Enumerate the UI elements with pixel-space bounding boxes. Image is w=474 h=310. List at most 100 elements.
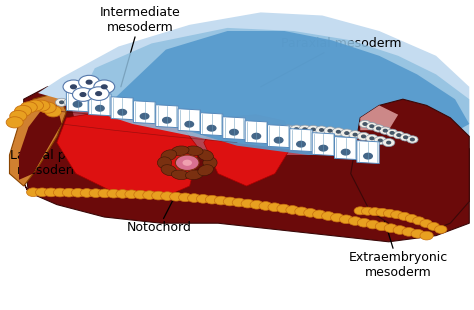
Circle shape [405, 215, 418, 223]
Circle shape [362, 135, 365, 138]
Circle shape [185, 122, 193, 127]
Circle shape [161, 192, 174, 201]
Circle shape [420, 231, 433, 240]
Circle shape [144, 108, 147, 111]
Circle shape [378, 139, 382, 142]
Circle shape [123, 102, 135, 110]
Ellipse shape [157, 157, 172, 169]
Circle shape [383, 129, 387, 132]
Circle shape [80, 188, 93, 197]
Circle shape [85, 101, 89, 104]
Circle shape [164, 112, 177, 120]
Circle shape [175, 155, 199, 170]
Circle shape [383, 139, 395, 147]
Circle shape [330, 213, 344, 222]
Circle shape [71, 85, 76, 89]
Circle shape [393, 226, 406, 234]
Circle shape [45, 188, 58, 197]
Circle shape [410, 138, 414, 141]
Polygon shape [9, 93, 66, 186]
Circle shape [45, 106, 62, 117]
Circle shape [328, 130, 332, 132]
Circle shape [337, 131, 340, 133]
Polygon shape [204, 115, 294, 186]
Circle shape [86, 80, 92, 84]
Circle shape [160, 112, 164, 115]
Circle shape [286, 206, 299, 214]
Circle shape [324, 127, 336, 135]
Circle shape [71, 188, 84, 197]
Circle shape [101, 102, 105, 104]
Circle shape [236, 127, 240, 130]
Circle shape [33, 100, 50, 111]
Circle shape [97, 99, 109, 107]
Ellipse shape [185, 146, 203, 156]
Circle shape [304, 209, 317, 217]
Circle shape [366, 220, 380, 229]
Polygon shape [111, 97, 133, 120]
Circle shape [374, 136, 386, 144]
Circle shape [96, 92, 101, 95]
Circle shape [366, 134, 378, 142]
Circle shape [321, 212, 335, 220]
Circle shape [101, 85, 107, 89]
Circle shape [366, 122, 377, 130]
Circle shape [294, 128, 298, 130]
Circle shape [135, 107, 139, 109]
Circle shape [88, 87, 109, 100]
Circle shape [341, 149, 350, 155]
Circle shape [64, 98, 76, 106]
Polygon shape [351, 99, 469, 232]
Circle shape [240, 125, 252, 133]
Circle shape [244, 128, 248, 130]
Circle shape [93, 101, 97, 104]
Circle shape [313, 210, 326, 219]
Polygon shape [312, 133, 335, 156]
Circle shape [370, 137, 374, 140]
Circle shape [116, 190, 129, 198]
Circle shape [303, 128, 307, 131]
Circle shape [404, 136, 408, 139]
Circle shape [241, 199, 255, 208]
Circle shape [207, 126, 216, 131]
Circle shape [156, 109, 168, 117]
Circle shape [139, 105, 152, 113]
Circle shape [190, 118, 202, 126]
Circle shape [269, 128, 273, 131]
Circle shape [393, 131, 404, 139]
Ellipse shape [198, 150, 213, 161]
Text: Notochord: Notochord [127, 167, 191, 234]
Circle shape [248, 125, 261, 133]
Circle shape [428, 222, 440, 230]
Circle shape [228, 126, 231, 129]
Circle shape [89, 99, 101, 107]
Circle shape [63, 80, 84, 94]
Circle shape [253, 128, 256, 131]
Circle shape [79, 75, 100, 89]
Circle shape [68, 101, 72, 104]
Circle shape [400, 134, 411, 141]
Circle shape [274, 137, 283, 143]
Circle shape [188, 194, 201, 202]
Circle shape [76, 101, 80, 104]
Circle shape [131, 104, 143, 112]
Circle shape [391, 210, 403, 219]
Circle shape [230, 129, 238, 135]
Circle shape [315, 126, 328, 134]
Circle shape [185, 119, 189, 121]
Circle shape [206, 121, 219, 129]
Circle shape [134, 190, 147, 199]
Circle shape [359, 120, 371, 128]
Text: Extraembryonic
mesoderm: Extraembryonic mesoderm [348, 195, 448, 279]
Polygon shape [156, 105, 178, 128]
Circle shape [286, 128, 290, 130]
Polygon shape [290, 129, 312, 152]
Circle shape [319, 145, 328, 151]
Circle shape [370, 125, 374, 127]
Polygon shape [57, 112, 199, 198]
Circle shape [259, 202, 272, 210]
Circle shape [353, 133, 357, 136]
Circle shape [72, 98, 84, 106]
Circle shape [375, 222, 389, 231]
Circle shape [295, 207, 308, 216]
